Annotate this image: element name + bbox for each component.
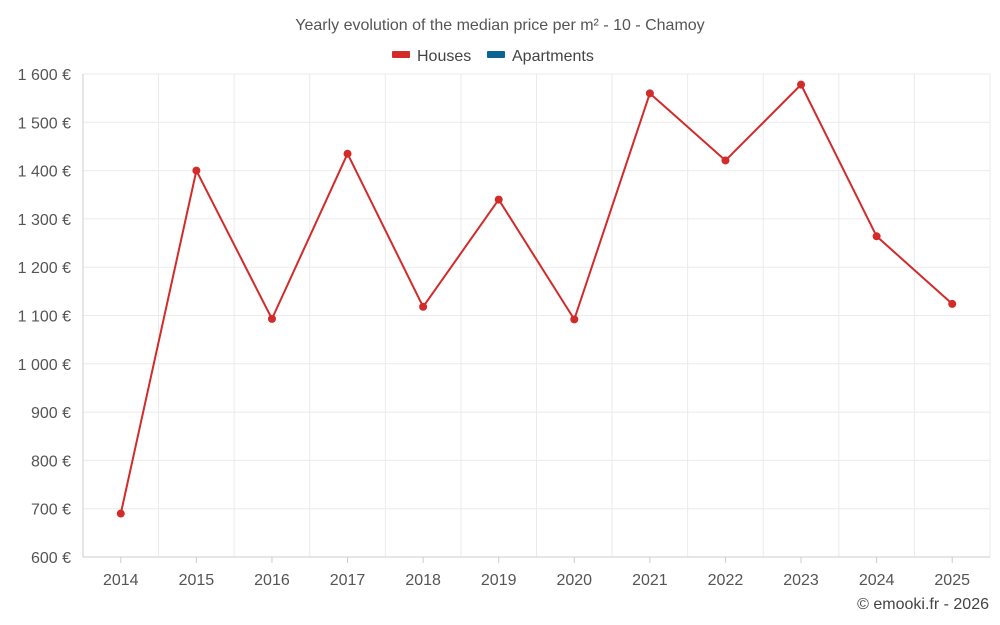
- data-point: [797, 80, 806, 89]
- data-point: [419, 302, 428, 311]
- x-tick-label: 2015: [179, 572, 215, 589]
- x-tick-label: 2022: [708, 572, 744, 589]
- y-tick-label: 1 100 €: [18, 309, 71, 326]
- legend-swatch-apartments: [487, 51, 505, 58]
- legend-label-houses: Houses: [417, 48, 471, 65]
- y-tick-label: 800 €: [31, 453, 71, 470]
- y-tick-label: 1 000 €: [18, 357, 71, 374]
- chart-title: Yearly evolution of the median price per…: [295, 17, 704, 34]
- y-tick-label: 1 500 €: [18, 115, 71, 132]
- x-tick-label: 2020: [556, 572, 592, 589]
- series-layer: [116, 80, 957, 518]
- x-tick-label: 2023: [783, 572, 819, 589]
- legend-label-apartments: Apartments: [512, 48, 594, 65]
- x-tick-label: 2018: [405, 572, 441, 589]
- data-point: [872, 232, 881, 241]
- y-tick-label: 1 600 €: [18, 67, 71, 84]
- credit-text: © emooki.fr - 2026: [857, 596, 989, 613]
- data-point: [116, 509, 125, 518]
- data-point: [570, 315, 579, 324]
- data-point: [645, 89, 654, 98]
- y-tick-label: 1 300 €: [18, 212, 71, 229]
- y-tick-label: 600 €: [31, 550, 71, 567]
- y-axis: 600 € 700 € 800 € 900 € 1 000 € 1 100 € 1 200 …: [18, 67, 84, 567]
- x-tick-label: 2016: [254, 572, 290, 589]
- legend-swatch-houses: [392, 51, 410, 58]
- x-tick-label: 2017: [330, 572, 366, 589]
- grid-lines: [82, 73, 991, 558]
- data-point: [343, 149, 352, 158]
- data-point: [267, 314, 276, 323]
- y-tick-label: 700 €: [31, 502, 71, 519]
- x-tick-label: 2024: [859, 572, 895, 589]
- x-axis: 2014 2015 2016 2017 2018 2019 2020 2021 2022 2023…: [83, 556, 990, 589]
- x-tick-label: 2014: [103, 572, 139, 589]
- x-tick-label: 2019: [481, 572, 517, 589]
- x-tick-label: 2025: [934, 572, 970, 589]
- legend: Houses Apartments: [392, 48, 594, 65]
- x-tick-label: 2021: [632, 572, 668, 589]
- y-tick-label: 1 200 €: [18, 260, 71, 277]
- series-line-houses: [119, 83, 953, 514]
- y-tick-label: 900 €: [31, 405, 71, 422]
- data-point: [948, 299, 957, 308]
- data-point: [494, 195, 503, 204]
- data-point: [721, 156, 730, 165]
- data-point: [192, 166, 201, 175]
- y-tick-label: 1 400 €: [18, 164, 71, 181]
